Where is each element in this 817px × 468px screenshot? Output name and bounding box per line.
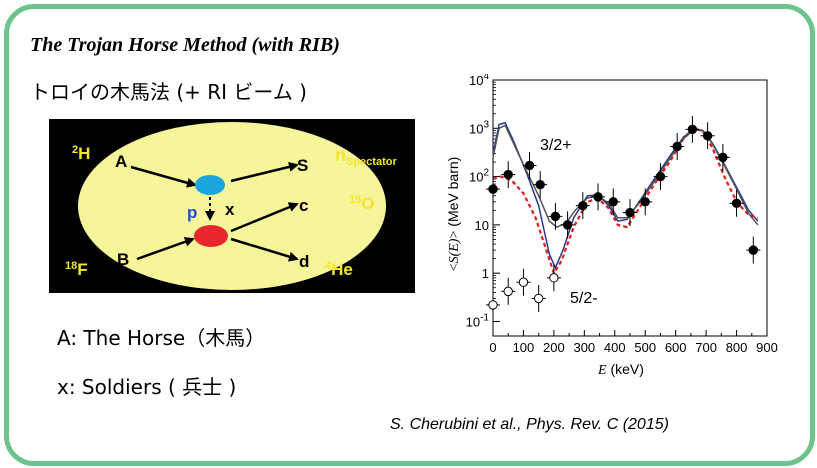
theory-curve xyxy=(492,121,759,270)
data-point-filled xyxy=(655,171,666,182)
arrow-s-out xyxy=(230,162,299,183)
y-tick-label: 103 xyxy=(469,119,489,136)
x-tick-label: 200 xyxy=(543,340,565,355)
data-point-filled xyxy=(702,131,713,141)
data-point-filled xyxy=(748,245,758,255)
y-axis-label: <S(E)> (MeV barn) xyxy=(445,157,462,272)
data-point-filled xyxy=(578,200,588,211)
label-c: c xyxy=(299,196,308,215)
theory-curve xyxy=(492,127,759,276)
data-point-open xyxy=(488,300,498,310)
arrow-b-in xyxy=(136,236,195,261)
arrow-d-out xyxy=(230,237,299,262)
data-point-filled xyxy=(625,207,635,218)
x-tick-label: 300 xyxy=(573,340,595,355)
nucleus-ellipse xyxy=(78,122,386,290)
label-x: x xyxy=(225,200,235,219)
data-point-filled xyxy=(687,124,698,135)
y-tick-label: 10-1 xyxy=(466,312,490,329)
citation: S. Cherubini et al., Phys. Rev. C (2015) xyxy=(390,416,669,433)
arrow-c-out xyxy=(230,202,299,233)
label-15o: 15O xyxy=(349,194,374,213)
label-18f: 18F xyxy=(65,260,88,279)
data-point-filled xyxy=(524,160,535,171)
data-point-filled xyxy=(503,169,513,180)
trojan-horse-diagram: 2H A S nSpectator p x c 15O B 18F d 4He xyxy=(49,119,415,293)
annotation-5-2-minus: 5/2- xyxy=(570,290,598,307)
y-tick-label: 1 xyxy=(482,266,489,281)
x-tick-label: 700 xyxy=(695,340,717,355)
x-axis-label: E (keV) xyxy=(597,361,644,378)
x-tick-label: 800 xyxy=(726,340,748,355)
fused-red-dot xyxy=(194,225,228,247)
label-d: d xyxy=(299,252,309,271)
data-point-filled xyxy=(562,220,573,230)
data-point-filled xyxy=(672,141,682,152)
annotation-3-2-plus: 3/2+ xyxy=(540,137,572,154)
data-point-filled xyxy=(608,197,618,207)
y-tick-label: 102 xyxy=(469,168,489,185)
x-tick-label: 600 xyxy=(665,340,687,355)
legend-horse: A: The Horse（木馬） xyxy=(57,326,266,350)
y-tick-label: 104 xyxy=(469,74,489,88)
arrow-a-in xyxy=(130,165,197,188)
x-tick-label: 500 xyxy=(634,340,656,355)
data-point-open xyxy=(503,286,513,297)
label-p: p xyxy=(187,203,197,222)
x-tick-label: 0 xyxy=(489,340,496,355)
label-b: B xyxy=(117,250,129,269)
x-tick-label: 400 xyxy=(604,340,626,355)
data-point-filled xyxy=(593,192,603,202)
data-point-filled xyxy=(731,198,742,208)
data-point-open xyxy=(549,273,559,283)
data-point-open xyxy=(518,277,529,287)
data-point-filled xyxy=(718,152,728,163)
slide-title: The Trojan Horse Method (with RIB) xyxy=(30,34,340,56)
legend-soldiers: x: Soldiers ( 兵士 ) xyxy=(57,375,237,399)
data-point-filled xyxy=(550,211,561,222)
x-tick-label: 100 xyxy=(513,340,535,355)
data-point-filled xyxy=(535,179,545,190)
x-tick-label: 900 xyxy=(756,340,778,355)
slide-subtitle: トロイの木馬法 (+ RI ビーム ) xyxy=(30,80,307,104)
y-tick-label: 10 xyxy=(475,218,489,233)
horse-a-blue-dot xyxy=(195,175,225,195)
data-point-filled xyxy=(488,184,498,194)
label-s: S xyxy=(297,156,308,175)
s-factor-chart: 0 100 200 300 400 500 600 700 800 900 10-1 1 10 102 10… xyxy=(445,74,778,378)
label-4he: 4He xyxy=(325,260,353,279)
data-point-filled xyxy=(640,197,650,207)
label-a: A xyxy=(115,152,127,171)
label-2h: 2H xyxy=(72,144,90,163)
data-point-open xyxy=(533,293,544,304)
